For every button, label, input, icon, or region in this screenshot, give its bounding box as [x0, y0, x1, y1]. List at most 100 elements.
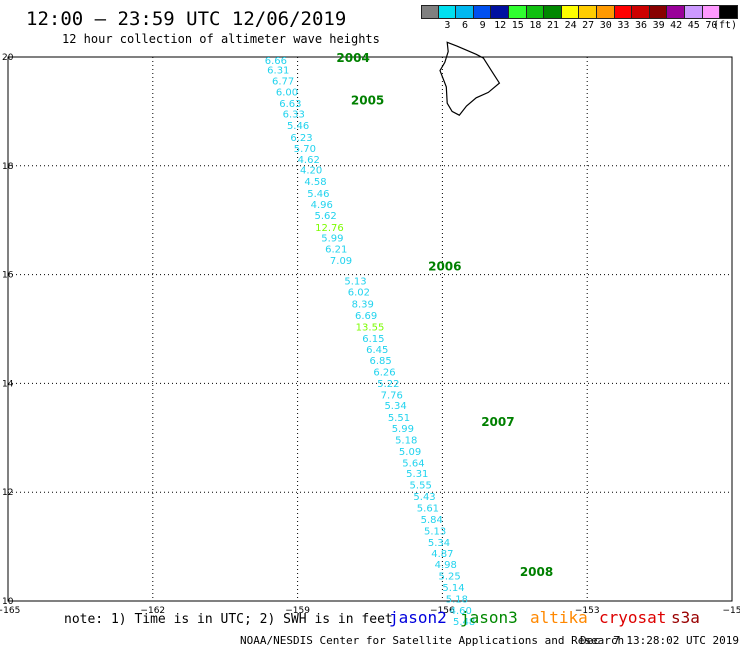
legend-label: 15 — [511, 20, 524, 31]
time-label: 2006 — [428, 259, 461, 273]
legend-label: 33 — [617, 20, 630, 31]
wave-height-label: 5.51 — [388, 413, 410, 424]
legend-label: 21 — [546, 20, 560, 31]
legend-swatch — [596, 5, 615, 19]
wave-height-label: 6.66 — [265, 56, 287, 67]
wave-height-label: 5.09 — [399, 447, 421, 458]
wave-height-label: 5.99 — [321, 234, 343, 245]
wave-height-label: 4.60 — [450, 606, 472, 617]
satellite-cryosat: cryosat — [599, 608, 667, 627]
legend-swatch — [473, 5, 492, 19]
lat-tick-label: 18 — [2, 162, 14, 172]
legend-swatch — [561, 5, 580, 19]
wave-height-label: 6.63 — [279, 99, 301, 110]
island-outline — [439, 41, 501, 116]
wave-height-label: 5.64 — [402, 458, 424, 469]
wave-height-label: 5.84 — [421, 515, 443, 526]
wave-height-label: 5.22 — [377, 379, 399, 390]
wave-height-label: 8.39 — [352, 300, 374, 311]
legend-label: 36 — [634, 20, 648, 31]
lat-tick-label: 12 — [2, 488, 13, 498]
wave-height-label: 4.96 — [311, 200, 333, 211]
legend-label: 12 — [494, 20, 507, 31]
satellite-jason3: jason3 — [460, 608, 518, 627]
lat-tick-label: 16 — [2, 271, 14, 281]
wave-height-label: 5.18 — [446, 594, 468, 605]
wave-height-label: 6.00 — [276, 87, 298, 98]
footer-note: note: 1) Time is in UTC; 2) SWH is in fe… — [64, 612, 393, 627]
lon-tick-label: −162 — [140, 606, 165, 616]
lon-tick-label: −159 — [285, 606, 310, 616]
wave-height-label: 6.02 — [348, 288, 370, 299]
wave-height-label: 5.48 — [453, 617, 475, 628]
wave-height-label: 5.34 — [428, 538, 450, 549]
lon-tick-label: −15 — [723, 606, 740, 616]
wave-height-label: 5.34 — [384, 401, 406, 412]
legend-swatch — [667, 5, 685, 19]
legend-swatch — [614, 5, 633, 19]
generated-timestamp: Dec 7 13:28:02 UTC 2019 — [580, 634, 739, 647]
wave-height-label: 4.98 — [435, 560, 457, 571]
wave-height-label: 6.69 — [355, 311, 377, 322]
time-label: 2008 — [520, 565, 553, 579]
legend-swatch — [579, 5, 597, 19]
satellite-s3a: s3a — [671, 608, 700, 627]
legend-label: 9 — [479, 20, 486, 31]
wave-height-label: 7.76 — [381, 390, 403, 401]
time-label: 2007 — [481, 415, 514, 429]
lon-tick-label: −165 — [0, 606, 20, 616]
legend-unit: (ft) — [713, 20, 738, 31]
wave-height-label: 12.76 — [315, 223, 344, 234]
wave-height-label: 6.15 — [362, 334, 384, 345]
wave-height-label: 4.20 — [300, 166, 322, 177]
satellite-jason2: jason2 — [389, 608, 447, 627]
wave-height-label: 5.13 — [344, 277, 366, 288]
wave-height-label: 5.99 — [392, 424, 414, 435]
legend-swatch — [421, 5, 439, 19]
legend-label: 30 — [599, 20, 612, 31]
satellite-altika: altika — [530, 608, 588, 627]
wave-height-label: 4.58 — [304, 177, 326, 188]
legend-label: 18 — [529, 20, 542, 31]
wave-height-label: 6.77 — [272, 76, 294, 87]
wave-height-label: 7.09 — [330, 256, 352, 267]
legend-swatch — [508, 5, 527, 19]
time-label: 2004 — [336, 51, 369, 65]
legend-swatch-row — [421, 5, 738, 19]
legend-label: 45 — [687, 20, 700, 31]
wave-height-label: 6.85 — [369, 356, 391, 367]
legend-label-row: 3 6 9 12 15 18 21 24 27 30 33 36 39 42 45 70 — [421, 19, 738, 33]
color-legend: 3 6 9 12 15 18 21 24 27 30 33 36 39 42 45 70 (ft) — [421, 5, 738, 33]
wave-height-label: 5.43 — [413, 492, 435, 503]
lat-tick-label: 14 — [2, 379, 14, 389]
legend-swatch — [720, 5, 738, 19]
legend-swatch — [684, 5, 703, 19]
page-title: 12:00 – 23:59 UTC 12/06/2019 — [26, 8, 347, 30]
lon-tick-label: −156 — [430, 606, 455, 616]
legend-swatch — [456, 5, 474, 19]
wave-height-label: 5.61 — [417, 504, 439, 515]
wave-height-label: 4.87 — [431, 549, 453, 560]
legend-label: 6 — [461, 20, 469, 31]
legend-swatch — [544, 5, 562, 19]
legend-swatch — [649, 5, 668, 19]
time-label: 2005 — [351, 94, 384, 108]
wave-height-label: 5.62 — [314, 211, 336, 222]
wave-height-label: 13.55 — [356, 322, 385, 333]
wave-height-label: 5.25 — [439, 572, 461, 583]
wave-height-label: 5.13 — [424, 526, 446, 537]
legend-label: 70 — [705, 20, 718, 31]
legend-swatch — [632, 5, 650, 19]
wave-height-label: 5.55 — [410, 481, 432, 492]
credit-text: NOAA/NESDIS Center for Satellite Applica… — [240, 634, 625, 647]
wave-height-label: 6.33 — [283, 110, 305, 121]
wave-height-label: 5.70 — [294, 144, 316, 155]
wave-height-label: 5.46 — [287, 121, 309, 132]
wave-height-label: 6.23 — [290, 133, 312, 144]
lat-tick-label: 10 — [2, 597, 14, 607]
legend-swatch — [438, 5, 457, 19]
wave-height-label: 5.31 — [406, 469, 428, 480]
wave-height-label: 6.26 — [373, 368, 395, 379]
